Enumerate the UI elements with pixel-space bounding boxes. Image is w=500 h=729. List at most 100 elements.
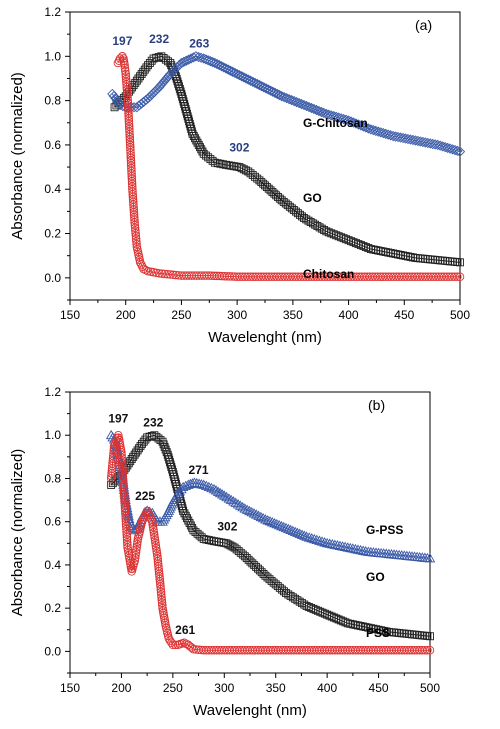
peak-annotation: 302 xyxy=(217,519,237,533)
data-point xyxy=(238,72,249,83)
data-point xyxy=(254,79,265,91)
data-point xyxy=(210,485,222,495)
data-point xyxy=(348,117,359,128)
data-point xyxy=(352,544,364,554)
data-point xyxy=(302,215,311,224)
data-point xyxy=(232,68,243,80)
data-point xyxy=(267,86,278,97)
data-point xyxy=(126,559,135,568)
data-point xyxy=(186,122,195,131)
data-point xyxy=(351,620,360,629)
data-point xyxy=(193,478,205,488)
data-point xyxy=(201,480,212,490)
data-point xyxy=(452,145,463,156)
data-point xyxy=(269,87,281,98)
data-point xyxy=(288,95,300,107)
data-point xyxy=(178,92,187,101)
data-point xyxy=(107,88,118,100)
data-point xyxy=(157,593,166,602)
peak-annotation: 197 xyxy=(112,34,132,48)
series-label: GO xyxy=(366,570,385,584)
data-point xyxy=(183,54,194,65)
data-point xyxy=(150,533,159,542)
data-point xyxy=(136,98,147,109)
y-tick-label: 0.8 xyxy=(44,94,61,108)
data-point xyxy=(355,120,367,131)
y-tick-label: 0.2 xyxy=(44,601,61,615)
peak-annotation: 197 xyxy=(108,411,128,425)
data-point xyxy=(301,531,312,541)
data-point xyxy=(174,59,185,70)
data-point xyxy=(152,268,161,278)
data-point xyxy=(132,540,142,549)
panel-label: (b) xyxy=(368,397,385,413)
data-point xyxy=(227,66,238,77)
data-point xyxy=(345,116,357,127)
data-point xyxy=(120,60,129,70)
data-point xyxy=(377,626,386,635)
data-point xyxy=(161,445,170,454)
data-point xyxy=(131,548,141,557)
data-point xyxy=(137,260,146,269)
data-point xyxy=(150,536,160,545)
x-tick-label: 200 xyxy=(111,681,131,695)
data-point xyxy=(454,146,466,157)
data-point xyxy=(263,84,274,95)
data-point xyxy=(168,65,180,76)
data-point xyxy=(204,536,213,545)
x-tick-label: 450 xyxy=(394,308,414,322)
y-tick-label: 0.4 xyxy=(44,182,61,196)
y-tick-label: 1.0 xyxy=(44,49,61,63)
data-point xyxy=(306,533,317,543)
data-point xyxy=(132,542,141,552)
data-point xyxy=(355,544,366,555)
data-point xyxy=(131,229,140,238)
data-point xyxy=(242,166,251,175)
data-point xyxy=(146,89,157,100)
data-point xyxy=(147,432,156,440)
data-point xyxy=(282,589,290,597)
data-point xyxy=(199,535,208,543)
data-point xyxy=(236,71,247,82)
data-point xyxy=(184,114,193,123)
data-point xyxy=(291,594,300,603)
data-point xyxy=(287,525,299,536)
data-point xyxy=(345,542,356,553)
series-label: Chitosan xyxy=(303,267,354,281)
data-point xyxy=(300,214,308,222)
series-line xyxy=(114,55,461,263)
data-point xyxy=(223,493,235,503)
data-point xyxy=(343,619,352,628)
data-point xyxy=(369,624,378,633)
data-point xyxy=(295,597,304,606)
peak-annotation: 261 xyxy=(175,623,195,637)
data-point xyxy=(131,550,140,560)
y-tick-label: 0.4 xyxy=(44,558,61,572)
data-point xyxy=(203,481,215,492)
data-point xyxy=(149,268,158,277)
data-point xyxy=(303,532,315,542)
data-point xyxy=(249,77,261,89)
data-point xyxy=(304,216,313,225)
data-point xyxy=(132,239,141,249)
data-point xyxy=(354,621,362,630)
data-point xyxy=(180,99,189,108)
data-point xyxy=(208,156,217,165)
data-point xyxy=(235,500,246,510)
data-point xyxy=(173,77,182,86)
data-point xyxy=(309,533,320,544)
data-point xyxy=(131,231,141,241)
data-point xyxy=(213,159,222,168)
data-point xyxy=(260,514,271,524)
data-point xyxy=(151,544,161,553)
x-tick-label: 300 xyxy=(227,308,247,322)
data-point xyxy=(311,220,320,229)
data-point xyxy=(132,448,141,457)
data-point xyxy=(258,82,270,93)
data-point xyxy=(374,625,383,634)
data-point xyxy=(357,545,369,555)
data-point xyxy=(160,269,169,279)
data-point xyxy=(356,622,365,630)
data-point xyxy=(167,67,178,78)
y-tick-label: 1.2 xyxy=(44,385,61,399)
